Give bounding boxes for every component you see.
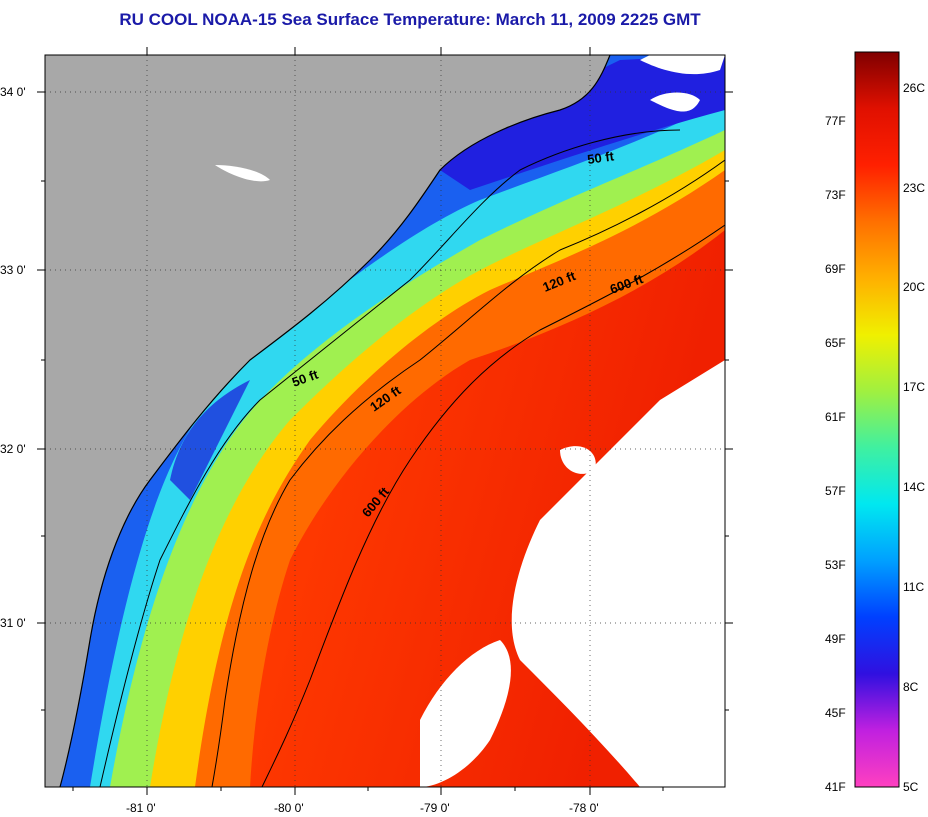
lat-label-32: 32 0' xyxy=(0,442,26,456)
graticule xyxy=(45,55,725,787)
lon-label-81: -81 0' xyxy=(126,801,156,815)
contour-label-50ft-north: 50 ft xyxy=(586,148,615,167)
contour-120ft xyxy=(211,159,725,787)
cold-patch-north xyxy=(440,55,725,190)
contour-50ft xyxy=(99,129,681,787)
coastline xyxy=(59,55,611,787)
lat-ticks xyxy=(37,91,733,711)
land-mass xyxy=(45,55,610,787)
lon-label-80: -80 0' xyxy=(274,801,304,815)
cold-patch-inshore xyxy=(170,380,250,500)
lat-label-33: 33 0' xyxy=(0,263,26,277)
lon-label-78: -78 0' xyxy=(569,801,599,815)
cloud-cover xyxy=(215,55,725,787)
map-frame xyxy=(44,54,726,788)
contour-600ft xyxy=(261,224,725,787)
map-title: RU COOL NOAA-15 Sea Surface Temperature:… xyxy=(119,10,701,29)
lat-label-34: 34 0' xyxy=(0,85,26,99)
lon-ticks xyxy=(72,47,664,795)
lon-label-79: -79 0' xyxy=(420,801,450,815)
lat-label-31: 31 0' xyxy=(0,616,26,630)
